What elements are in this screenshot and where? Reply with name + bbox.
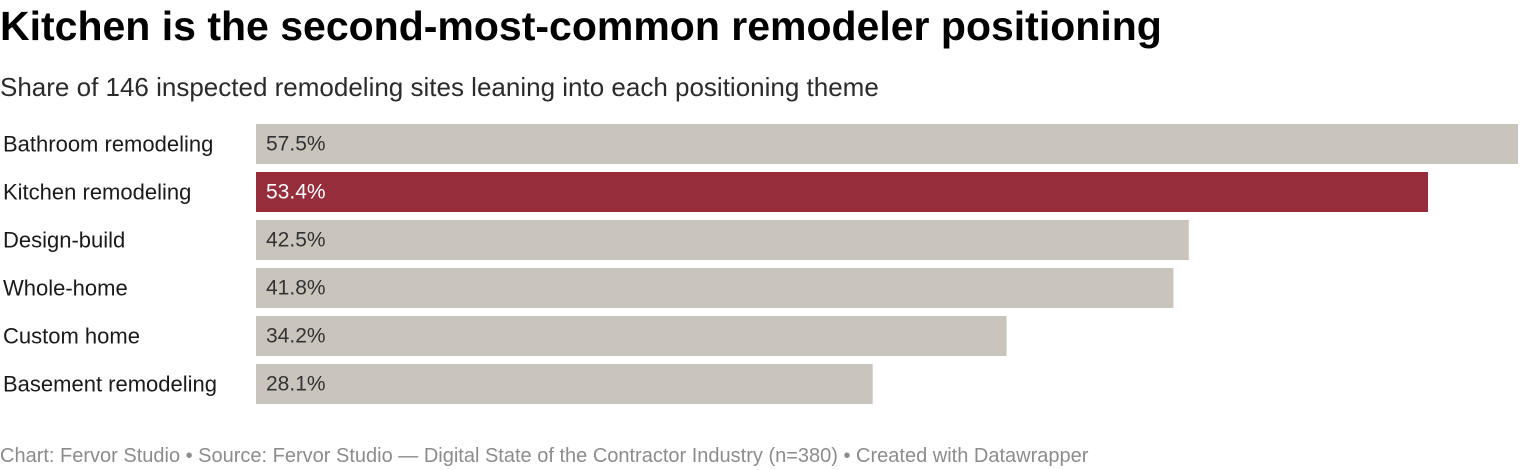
- bar: [256, 364, 873, 404]
- bar-row: Bathroom remodeling 57.5%: [3, 124, 1518, 164]
- bar-row: Custom home 34.2%: [3, 316, 1007, 356]
- category-label: Basement remodeling: [3, 372, 217, 397]
- bar: [256, 124, 1518, 164]
- chart-title: Kitchen is the second-most-common remode…: [0, 3, 1162, 49]
- category-label: Design-build: [3, 228, 125, 253]
- bar: [256, 220, 1189, 260]
- bar-value-label: 41.8%: [266, 277, 326, 300]
- bar-value-label: 42.5%: [266, 229, 326, 252]
- bar-value-label: 34.2%: [266, 325, 326, 348]
- category-label: Custom home: [3, 324, 140, 349]
- bar-row: Basement remodeling 28.1%: [3, 364, 873, 404]
- bar-row: Design-build 42.5%: [3, 220, 1189, 260]
- category-label: Bathroom remodeling: [3, 132, 213, 157]
- category-label: Whole-home: [3, 276, 128, 301]
- bar: [256, 316, 1007, 356]
- bar-row: Kitchen remodeling 53.4%: [3, 172, 1429, 212]
- bar-value-label: 53.4%: [266, 181, 326, 204]
- highlighted-bar: [256, 172, 1429, 212]
- bar-value-label: 57.5%: [266, 133, 326, 156]
- chart-subtitle: Share of 146 inspected remodeling sites …: [0, 72, 879, 102]
- bar-row: Whole-home 41.8%: [3, 268, 1174, 308]
- bar-chart: Bathroom remodeling 57.5% Kitchen remodeli…: [0, 120, 1520, 410]
- category-label: Kitchen remodeling: [3, 180, 191, 205]
- bar-value-label: 28.1%: [266, 373, 326, 396]
- chart-footer: Chart: Fervor Studio • Source: Fervor St…: [0, 445, 1089, 467]
- bar-chart-svg: Bathroom remodeling 57.5% Kitchen remodeli…: [3, 124, 1518, 404]
- bar: [256, 268, 1174, 308]
